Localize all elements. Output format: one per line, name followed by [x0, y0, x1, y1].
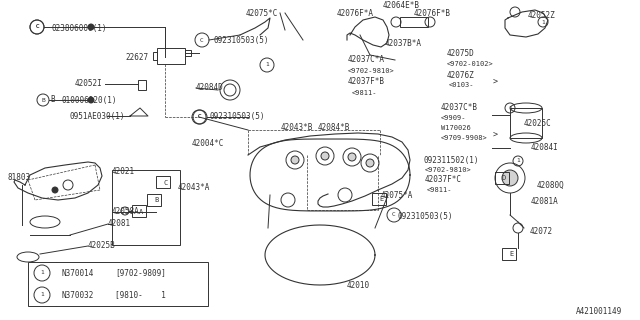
Text: 092310503(5): 092310503(5)	[210, 113, 266, 122]
Text: 42081: 42081	[108, 220, 131, 228]
Text: 42084I: 42084I	[531, 143, 559, 153]
Text: B: B	[41, 98, 45, 102]
Bar	[112, 170, 180, 245]
Text: A421001149: A421001149	[576, 307, 622, 316]
Text: 092310503(5): 092310503(5)	[398, 212, 454, 220]
Bar	[28, 262, 208, 306]
Text: 0951AE030(1): 0951AE030(1)	[70, 111, 125, 121]
Text: [9810-    1: [9810- 1	[115, 291, 166, 300]
Text: 42076F*A: 42076F*A	[337, 9, 374, 18]
Text: C: C	[35, 25, 39, 29]
Text: 42021: 42021	[112, 167, 135, 177]
Text: 42052Z: 42052Z	[528, 12, 556, 20]
Bar	[147, 194, 161, 206]
Circle shape	[88, 24, 94, 30]
Circle shape	[348, 153, 356, 161]
Bar	[400, 17, 428, 27]
Circle shape	[502, 170, 518, 186]
Text: 42064E*B: 42064E*B	[383, 1, 420, 10]
Text: 42076Z: 42076Z	[447, 70, 475, 79]
Text: 42037C*B: 42037C*B	[441, 103, 478, 113]
Text: 42072: 42072	[530, 228, 553, 236]
Text: 1: 1	[516, 158, 520, 164]
Text: C: C	[197, 115, 201, 119]
Text: >: >	[493, 131, 498, 140]
Text: 42037C*A: 42037C*A	[348, 55, 385, 65]
Text: N370032: N370032	[62, 291, 94, 300]
Text: 023806000(1): 023806000(1)	[52, 23, 108, 33]
Bar	[156, 176, 170, 188]
Text: C: C	[35, 25, 39, 29]
Text: 42075*C: 42075*C	[246, 9, 278, 18]
Text: 42080Q: 42080Q	[537, 180, 564, 189]
Text: 42010: 42010	[347, 282, 370, 291]
Text: <9702-9810>: <9702-9810>	[425, 167, 472, 173]
Bar	[495, 172, 509, 184]
Text: 42037F*C: 42037F*C	[425, 175, 462, 185]
Text: <9709-9908>: <9709-9908>	[441, 135, 488, 141]
Text: <9702-9810>: <9702-9810>	[348, 68, 395, 74]
Text: W170026: W170026	[441, 125, 471, 131]
Text: [9702-9809]: [9702-9809]	[115, 268, 166, 277]
Text: 81803: 81803	[8, 173, 31, 182]
Circle shape	[52, 187, 58, 193]
Text: <9811-: <9811-	[352, 90, 378, 96]
Text: 092311502(1): 092311502(1)	[423, 156, 479, 164]
Text: 1: 1	[40, 292, 44, 298]
Text: 42075D: 42075D	[447, 49, 475, 58]
Circle shape	[291, 156, 299, 164]
Text: 22627: 22627	[125, 52, 148, 61]
Bar	[138, 80, 146, 90]
Bar	[153, 52, 157, 60]
Text: 42025C: 42025C	[524, 118, 552, 127]
Text: 1: 1	[541, 20, 545, 25]
Text: 42058A: 42058A	[112, 207, 140, 217]
Text: >: >	[493, 77, 498, 86]
Text: A: A	[139, 209, 143, 215]
Bar	[502, 248, 516, 260]
Circle shape	[321, 152, 329, 160]
Text: C: C	[198, 115, 202, 119]
Text: 42004*C: 42004*C	[192, 139, 225, 148]
Text: E: E	[509, 251, 513, 257]
Text: D: D	[502, 175, 506, 181]
Text: B: B	[50, 95, 54, 105]
Circle shape	[366, 159, 374, 167]
Bar	[510, 108, 542, 138]
Text: 42025B: 42025B	[88, 242, 116, 251]
Text: C: C	[200, 37, 204, 43]
Text: <9811-: <9811-	[427, 187, 452, 193]
Text: E: E	[379, 196, 383, 202]
Text: 1: 1	[265, 62, 269, 68]
Text: 42081A: 42081A	[531, 196, 559, 205]
Text: B: B	[154, 197, 158, 203]
Text: C: C	[163, 180, 167, 186]
Text: 42075*A: 42075*A	[381, 190, 413, 199]
Text: 42076F*B: 42076F*B	[414, 9, 451, 18]
Text: 42043*A: 42043*A	[178, 183, 211, 193]
Text: 42052I: 42052I	[75, 79, 103, 89]
Text: <9909-: <9909-	[441, 115, 467, 121]
Text: 42037B*A: 42037B*A	[385, 38, 422, 47]
Bar	[132, 205, 146, 217]
Text: 1: 1	[508, 106, 512, 110]
Text: 42084D: 42084D	[196, 84, 224, 92]
Text: C: C	[392, 212, 396, 218]
Bar	[185, 50, 191, 56]
Text: 1: 1	[40, 270, 44, 276]
Text: <0103-: <0103-	[449, 82, 474, 88]
Text: 42084*B: 42084*B	[318, 124, 350, 132]
Text: 092310503(5): 092310503(5)	[214, 36, 269, 44]
Text: 42043*B: 42043*B	[281, 124, 314, 132]
Text: N370014: N370014	[62, 268, 94, 277]
Bar	[157, 48, 185, 64]
Text: 42037F*B: 42037F*B	[348, 77, 385, 86]
Bar	[372, 193, 386, 205]
Text: <9702-0102>: <9702-0102>	[447, 61, 493, 67]
Text: 010006120(1): 010006120(1)	[61, 95, 116, 105]
Circle shape	[88, 97, 94, 103]
